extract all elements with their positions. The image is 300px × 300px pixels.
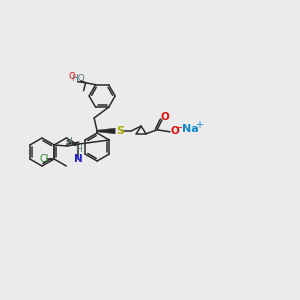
Text: O: O <box>171 126 179 136</box>
Text: +: + <box>195 120 203 130</box>
Text: H: H <box>65 136 71 146</box>
Text: HO: HO <box>71 74 85 83</box>
Text: N: N <box>74 154 83 164</box>
Polygon shape <box>97 128 115 134</box>
Text: O: O <box>68 72 75 81</box>
Text: S: S <box>116 126 124 136</box>
Text: Na: Na <box>182 124 198 134</box>
Text: Cl: Cl <box>39 154 49 164</box>
Text: −: − <box>175 123 183 133</box>
Text: H: H <box>75 145 82 154</box>
Text: O: O <box>160 112 169 122</box>
